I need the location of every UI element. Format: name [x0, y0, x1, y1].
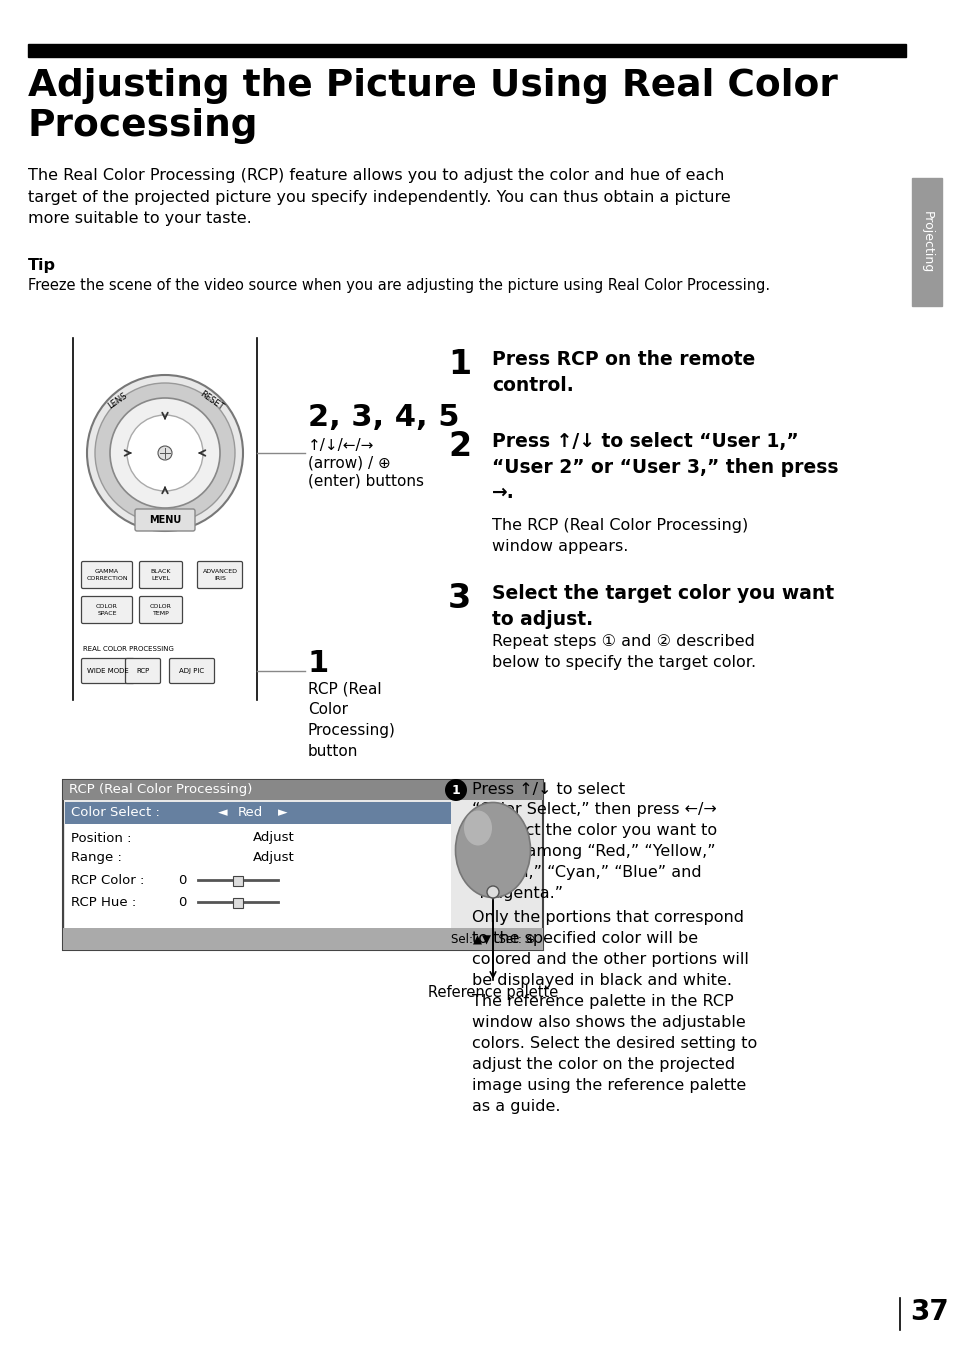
Text: RCP Color :: RCP Color :: [71, 873, 144, 887]
Text: Only the portions that correspond
to the specified color will be
colored and the: Only the portions that correspond to the…: [472, 910, 757, 1114]
Text: Repeat steps ① and ② described
below to specify the target color.: Repeat steps ① and ② described below to …: [492, 634, 756, 671]
Text: 2: 2: [448, 430, 471, 462]
Ellipse shape: [455, 803, 530, 898]
Text: The RCP (Real Color Processing)
window appears.: The RCP (Real Color Processing) window a…: [492, 518, 747, 554]
Text: Press ↑/↓ to select “User 1,”
“User 2” or “User 3,” then press
→.: Press ↑/↓ to select “User 1,” “User 2” o…: [492, 433, 838, 503]
Text: (enter) buttons: (enter) buttons: [308, 475, 423, 489]
Circle shape: [158, 446, 172, 460]
Text: The Real Color Processing (RCP) feature allows you to adjust the color and hue o: The Real Color Processing (RCP) feature …: [28, 168, 730, 226]
Text: Adjust: Adjust: [253, 831, 294, 845]
Text: Freeze the scene of the video source when you are adjusting the picture using Re: Freeze the scene of the video source whe…: [28, 279, 769, 293]
Text: RCP (Real
Color
Processing)
button: RCP (Real Color Processing) button: [308, 681, 395, 758]
FancyBboxPatch shape: [197, 561, 242, 588]
Text: COLOR
TEMP: COLOR TEMP: [150, 604, 172, 615]
Circle shape: [444, 779, 467, 800]
Text: Processing: Processing: [28, 108, 258, 145]
Text: 1: 1: [308, 649, 329, 677]
Bar: [233, 898, 243, 909]
FancyBboxPatch shape: [81, 561, 132, 588]
Text: RCP (Real Color Processing): RCP (Real Color Processing): [69, 784, 253, 796]
Text: 2, 3, 4, 5: 2, 3, 4, 5: [308, 403, 459, 433]
Text: 0: 0: [178, 873, 186, 887]
Text: 0: 0: [178, 895, 186, 909]
Text: Reference palette: Reference palette: [428, 986, 558, 1000]
Text: BLACK
LEVEL: BLACK LEVEL: [151, 569, 172, 580]
Text: Adjusting the Picture Using Real Color: Adjusting the Picture Using Real Color: [28, 68, 837, 104]
Bar: [65, 823, 451, 929]
Text: Press ↑/↓ to select: Press ↑/↓ to select: [472, 781, 624, 796]
Text: 3: 3: [448, 581, 471, 615]
Bar: [233, 876, 243, 886]
Text: Select the target color you want
to adjust.: Select the target color you want to adju…: [492, 584, 833, 629]
Text: 37: 37: [910, 1298, 948, 1326]
FancyBboxPatch shape: [139, 596, 182, 623]
FancyBboxPatch shape: [81, 596, 132, 623]
Circle shape: [87, 375, 243, 531]
Text: Sel:▲▼  Set: ⊕: Sel:▲▼ Set: ⊕: [451, 933, 536, 945]
Text: Press RCP on the remote
control.: Press RCP on the remote control.: [492, 350, 755, 395]
Circle shape: [127, 415, 203, 491]
Text: RCP Hue :: RCP Hue :: [71, 895, 136, 909]
Text: ADJ PIC: ADJ PIC: [179, 668, 204, 675]
Text: RCP: RCP: [136, 668, 150, 675]
Text: MENU: MENU: [149, 515, 181, 525]
Text: RESET: RESET: [197, 389, 224, 412]
Text: Position :: Position :: [71, 831, 132, 845]
Text: Tip: Tip: [28, 258, 56, 273]
Circle shape: [486, 886, 498, 898]
Text: “Color Select,” then press ←/→
to select the color you want to
adjust among “Red: “Color Select,” then press ←/→ to select…: [472, 802, 717, 900]
Circle shape: [110, 397, 220, 508]
Text: Color Select :: Color Select :: [71, 807, 160, 819]
FancyBboxPatch shape: [135, 508, 194, 531]
Text: COLOR
SPACE: COLOR SPACE: [96, 604, 118, 615]
Circle shape: [95, 383, 234, 523]
Text: WIDE MODE: WIDE MODE: [87, 668, 129, 675]
Bar: [65, 802, 451, 823]
Text: ◄: ◄: [218, 807, 228, 819]
FancyBboxPatch shape: [126, 658, 160, 684]
Bar: [63, 927, 542, 950]
Text: LENS: LENS: [106, 391, 129, 411]
Text: 1: 1: [448, 347, 471, 381]
Text: Red: Red: [237, 807, 263, 819]
Ellipse shape: [463, 810, 492, 845]
Bar: [28, 45, 905, 57]
Text: Projecting: Projecting: [920, 211, 933, 273]
Text: ►: ►: [277, 807, 287, 819]
Text: ADVANCED
IRIS: ADVANCED IRIS: [202, 569, 237, 580]
Text: GAMMA
CORRECTION: GAMMA CORRECTION: [86, 569, 128, 580]
Text: Adjust: Adjust: [253, 852, 294, 864]
Text: ↑/↓/←/→: ↑/↓/←/→: [308, 438, 374, 453]
Bar: [911, 178, 941, 306]
FancyBboxPatch shape: [81, 658, 134, 684]
Text: 1: 1: [451, 784, 460, 796]
Bar: [63, 780, 542, 950]
FancyBboxPatch shape: [139, 561, 182, 588]
Bar: [63, 780, 542, 800]
Text: (arrow) / ⊕: (arrow) / ⊕: [308, 456, 391, 470]
FancyBboxPatch shape: [170, 658, 214, 684]
Text: REAL COLOR PROCESSING: REAL COLOR PROCESSING: [83, 646, 173, 652]
Text: Range :: Range :: [71, 852, 122, 864]
